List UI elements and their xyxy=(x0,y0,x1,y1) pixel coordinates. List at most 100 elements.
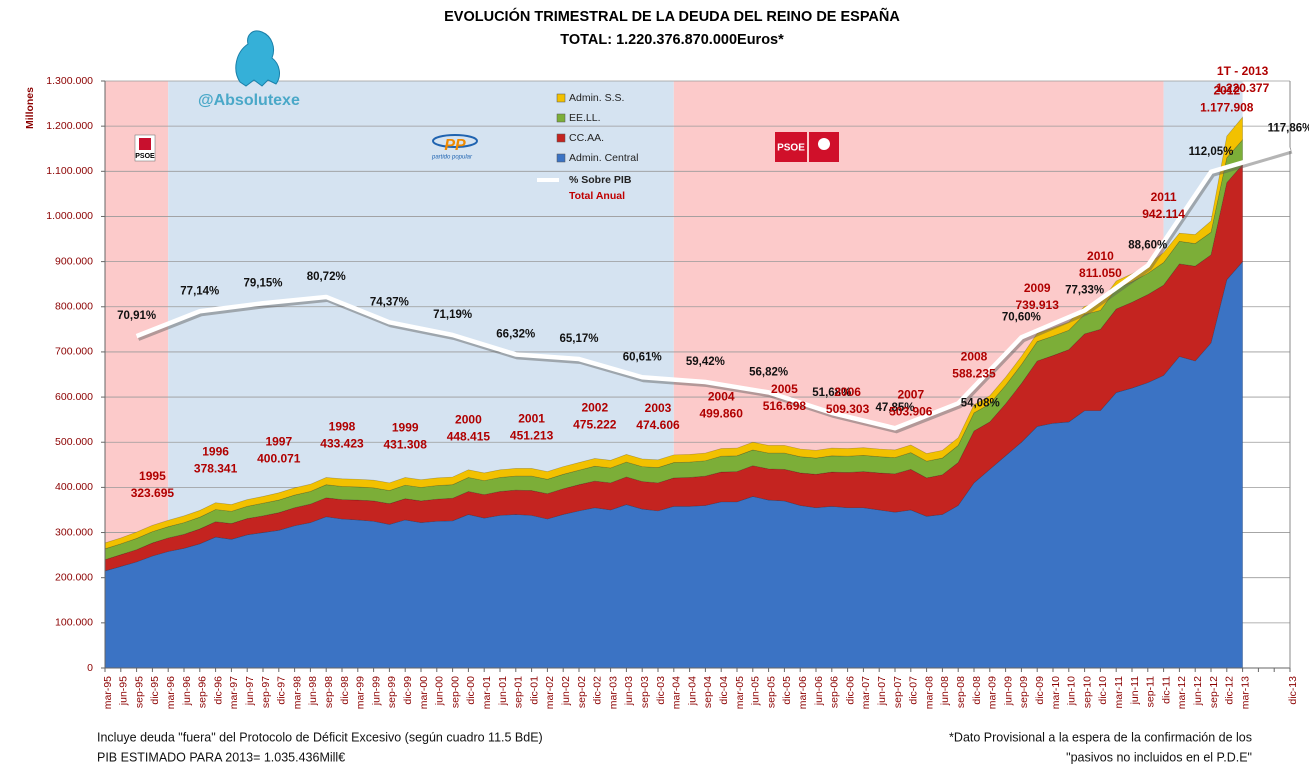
total-value: 431.308 xyxy=(384,437,428,451)
x-tick-label: dic-02 xyxy=(592,676,604,705)
x-tick-label: dic-04 xyxy=(718,676,730,705)
x-tick-label: mar-96 xyxy=(165,676,177,709)
x-tick-label: jun-96 xyxy=(181,676,193,706)
x-tick-label: jun-97 xyxy=(244,676,256,706)
psoe-rose xyxy=(818,138,830,150)
legend-note: Total Anual xyxy=(569,190,625,202)
pib-label: 77,14% xyxy=(180,285,219,297)
pib-label: 60,61% xyxy=(623,351,662,363)
pp-subtext: partido popular xyxy=(431,155,473,161)
x-tick-label: mar-13 xyxy=(1239,676,1251,709)
x-tick-label: dic-03 xyxy=(655,676,667,705)
total-value: 378.341 xyxy=(194,461,238,475)
pib-line xyxy=(135,146,1291,431)
total-year: 2006 xyxy=(834,385,861,399)
pib-label: 88,60% xyxy=(1128,240,1167,252)
total-year: 2001 xyxy=(518,411,545,425)
y-tick-label: 300.000 xyxy=(55,526,93,538)
total-value: 474.606 xyxy=(636,418,680,432)
x-tick-label: sep-11 xyxy=(1145,676,1157,707)
x-tick-label: sep-06 xyxy=(829,676,841,708)
legend-swatch xyxy=(556,133,566,143)
total-year: 2004 xyxy=(708,389,735,403)
total-value: 400.071 xyxy=(257,452,301,466)
y-tick-label: 500.000 xyxy=(55,436,93,448)
total-value: 509.303 xyxy=(826,402,870,416)
y-tick-label: 1.300.000 xyxy=(46,75,93,87)
total-value: 433.423 xyxy=(320,436,364,450)
x-tick-label: sep-98 xyxy=(323,676,335,708)
x-tick-label: mar-00 xyxy=(418,676,430,709)
pib-label: 117,86% xyxy=(1268,123,1309,135)
x-tick-label: jun-08 xyxy=(939,676,951,706)
pp-logo-bird xyxy=(432,134,478,148)
legend-swatch xyxy=(556,153,566,163)
y-tick-label: 100.000 xyxy=(55,617,93,629)
y-axis-label: Millones xyxy=(24,87,36,129)
total-value: 811.050 xyxy=(1079,266,1122,280)
x-tick-label: jun-03 xyxy=(623,676,635,706)
pib-label: 54,08% xyxy=(961,397,1000,409)
x-tick-label: jun-05 xyxy=(750,676,762,706)
total-year: 2008 xyxy=(961,350,988,364)
legend-label: Admin. S.S. xyxy=(569,92,624,104)
total-year: 2005 xyxy=(771,382,798,396)
pib-label: 65,17% xyxy=(559,333,598,345)
total-value: 503.906 xyxy=(889,405,933,419)
psoe-text-small: PSOE xyxy=(135,153,155,160)
psoe-text: PSOE xyxy=(777,143,805,154)
x-tick-label: dic-98 xyxy=(339,676,351,705)
x-tick-label: jun-10 xyxy=(1066,676,1078,706)
x-tick-label: mar-11 xyxy=(1113,676,1125,709)
x-tick-label: jun-95 xyxy=(118,676,130,706)
total-value: 451.213 xyxy=(510,428,554,442)
x-tick-label: dic-12 xyxy=(1224,676,1236,705)
total-value: 1.220.377 xyxy=(1216,81,1270,95)
total-value: 739.913 xyxy=(1016,298,1060,312)
x-tick-label: mar-98 xyxy=(291,676,303,709)
total-year: 1999 xyxy=(392,420,419,434)
x-tick-label: mar-05 xyxy=(734,676,746,709)
x-tick-label: sep-01 xyxy=(513,676,525,708)
pib-label: 80,72% xyxy=(307,271,346,283)
total-value: 475.222 xyxy=(573,418,617,432)
x-tick-label: mar-04 xyxy=(671,676,683,709)
x-tick-label: mar-08 xyxy=(923,676,935,709)
x-tick-label: sep-08 xyxy=(955,676,967,708)
x-tick-label: mar-02 xyxy=(544,676,556,709)
y-tick-label: 1.100.000 xyxy=(46,165,93,177)
pib-label: 112,05% xyxy=(1189,146,1234,158)
x-tick-label: jun-07 xyxy=(876,676,888,706)
y-tick-label: 200.000 xyxy=(55,571,93,583)
pib-label: 71,19% xyxy=(433,309,472,321)
total-year: 1996 xyxy=(202,444,229,458)
x-tick-label: dic-13 xyxy=(1287,676,1299,705)
total-value: 1.177.908 xyxy=(1200,100,1254,114)
x-tick-label: jun-01 xyxy=(497,676,509,706)
legend-label: CC.AA. xyxy=(569,132,604,144)
total-value: 516.698 xyxy=(763,399,807,413)
area-series xyxy=(104,116,1243,550)
x-tick-label: mar-10 xyxy=(1050,676,1062,709)
x-tick-label: sep-10 xyxy=(1081,676,1093,708)
total-value: 588.235 xyxy=(952,367,996,381)
pib-label: 79,15% xyxy=(243,277,282,289)
x-tick-label: sep-05 xyxy=(765,676,777,708)
psoe-logo xyxy=(775,132,807,162)
y-tick-label: 800.000 xyxy=(55,301,93,313)
total-year: 2007 xyxy=(897,388,924,402)
x-tick-label: jun-11 xyxy=(1129,676,1141,706)
chart-subtitle: TOTAL: 1.220.376.870.000Euros* xyxy=(560,32,784,48)
x-tick-label: sep-03 xyxy=(639,676,651,708)
footnote: "pasivos no incluidos en el P.D.E" xyxy=(1066,750,1252,764)
x-tick-label: sep-99 xyxy=(386,676,398,708)
y-tick-label: 1.200.000 xyxy=(46,120,93,132)
total-value: 448.415 xyxy=(447,430,491,444)
x-tick-label: mar-99 xyxy=(355,676,367,709)
x-tick-label: dic-95 xyxy=(149,676,161,705)
chart-title: EVOLUCIÓN TRIMESTRAL DE LA DEUDA DEL REI… xyxy=(444,7,900,25)
x-tick-label: mar-01 xyxy=(481,676,493,709)
total-year: 2003 xyxy=(645,401,672,415)
y-tick-label: 600.000 xyxy=(55,391,93,403)
x-tick-label: mar-95 xyxy=(102,676,114,709)
